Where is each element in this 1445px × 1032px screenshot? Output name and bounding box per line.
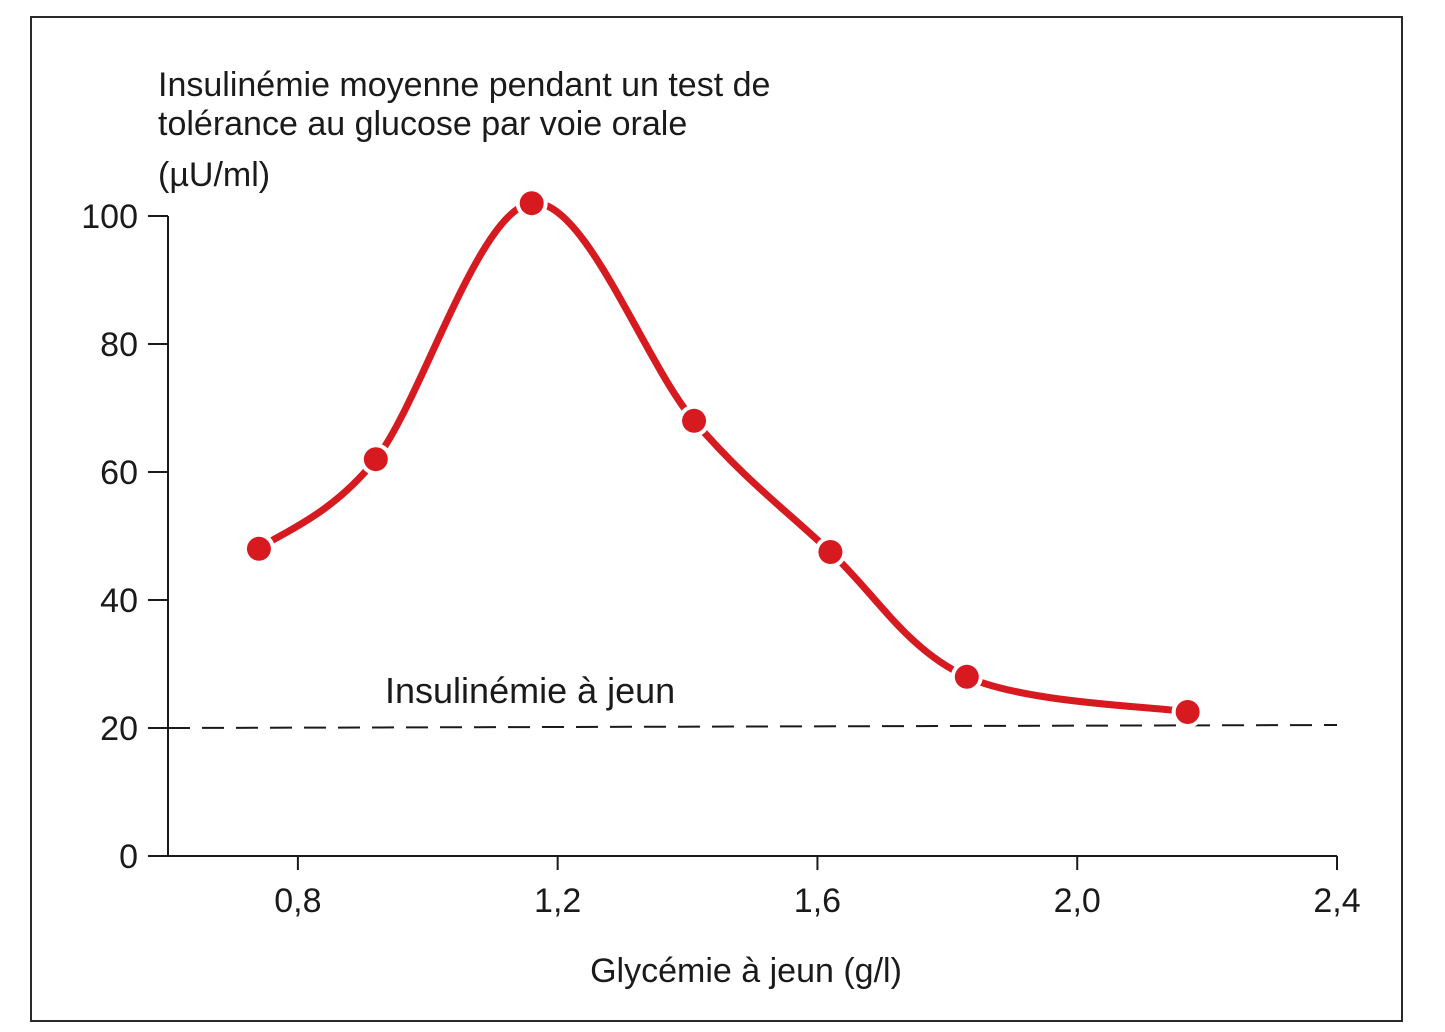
y-axis-label: Insulinémie moyenne pendant un test de t… — [158, 66, 771, 143]
y-tick-label: 100 — [81, 198, 138, 236]
reference-line-label: Insulinémie à jeun — [385, 670, 676, 711]
y-tick-label: 20 — [100, 710, 138, 748]
data-point — [246, 536, 271, 561]
x-tick-label: 2,0 — [1054, 882, 1101, 920]
x-axis-label: Glycémie à jeun (g/l) — [590, 952, 902, 990]
x-tick-label: 2,4 — [1313, 882, 1360, 920]
data-point — [818, 540, 843, 564]
y-tick-label: 60 — [100, 454, 138, 492]
data-point — [954, 664, 979, 689]
series-line — [255, 199, 1192, 716]
y-axis-unit: (µU/ml) — [158, 156, 271, 194]
x-tick-label: 1,6 — [794, 882, 841, 920]
y-tick-label: 80 — [100, 326, 138, 364]
y-tick-label: 0 — [119, 838, 138, 876]
reference-line — [167, 724, 1338, 729]
data-point — [1175, 700, 1200, 724]
x-tick-label: 1,2 — [534, 882, 581, 920]
chart-frame — [30, 16, 1403, 1022]
y-tick-label: 40 — [100, 582, 138, 620]
data-point — [682, 408, 707, 433]
data-point — [519, 191, 544, 216]
data-point — [363, 447, 388, 472]
x-tick-label: 0,8 — [274, 882, 321, 920]
